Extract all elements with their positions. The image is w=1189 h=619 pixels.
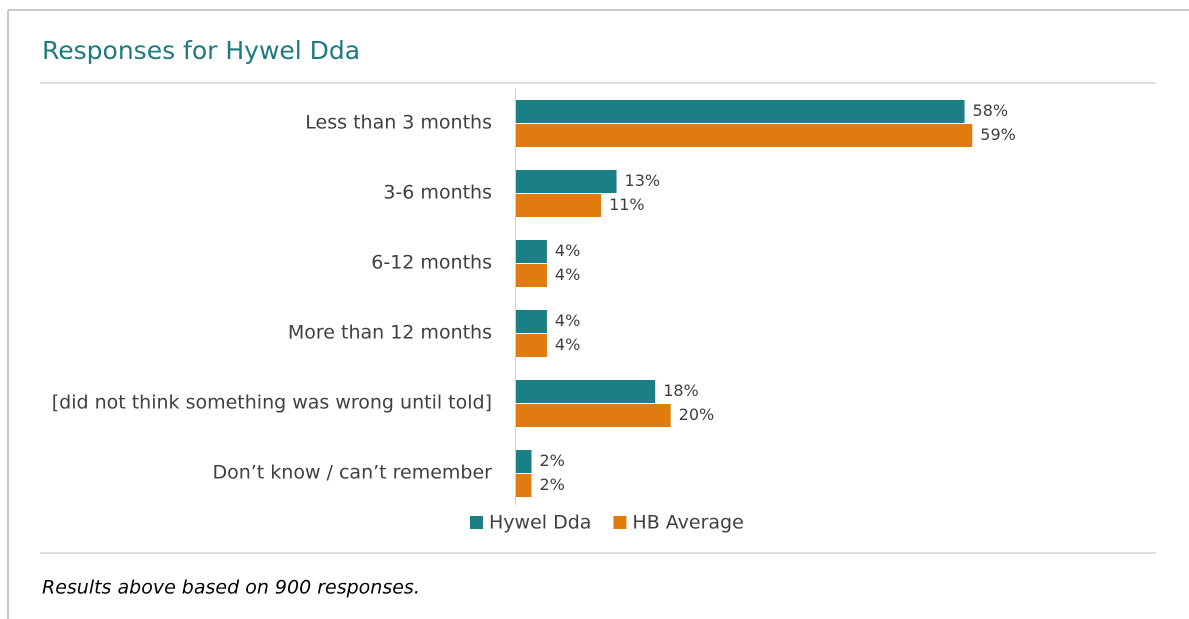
bar: [516, 264, 547, 287]
value-label: 4%: [555, 311, 580, 330]
value-label: 4%: [555, 335, 580, 354]
bar: [516, 310, 547, 333]
chart-title: Responses for Hywel Dda: [42, 36, 360, 65]
value-label: 13%: [625, 171, 661, 190]
value-label: 11%: [609, 195, 645, 214]
y-tick-label: 3-6 months: [383, 182, 492, 204]
value-label: 4%: [555, 241, 580, 260]
y-tick-label: More than 12 months: [288, 322, 492, 344]
bar: [516, 240, 547, 263]
bar: [516, 474, 532, 497]
value-label: 20%: [679, 405, 715, 424]
y-tick-label: [did not think something was wrong until…: [52, 392, 492, 414]
bar: [516, 380, 656, 403]
y-tick-label: Don’t know / can’t remember: [212, 462, 492, 484]
value-label: 58%: [973, 101, 1009, 120]
bar: [516, 334, 547, 357]
y-tick-label: 6-12 months: [371, 252, 492, 274]
value-label: 2%: [539, 475, 564, 494]
bar: [516, 124, 973, 147]
value-label: 4%: [555, 265, 580, 284]
legend-label: HB Average: [632, 512, 743, 534]
legend-label: Hywel Dda: [489, 512, 591, 534]
legend-swatch: [613, 516, 627, 529]
value-label: 2%: [539, 451, 564, 470]
bar: [516, 194, 602, 217]
footnote: Results above based on 900 responses.: [42, 577, 420, 599]
value-label: 59%: [980, 125, 1016, 144]
bar: [516, 450, 532, 473]
value-label: 18%: [663, 381, 699, 400]
bar: [516, 404, 671, 427]
bar: [516, 170, 617, 193]
legend-swatch: [470, 516, 483, 529]
bar: [516, 100, 965, 123]
y-tick-label: Less than 3 months: [305, 112, 492, 134]
